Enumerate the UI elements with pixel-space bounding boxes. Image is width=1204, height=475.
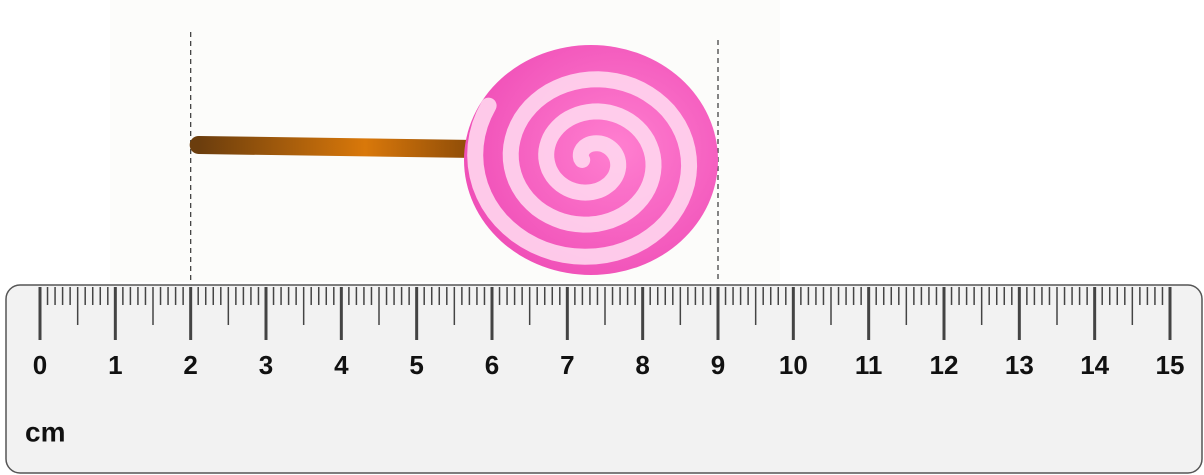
cm-label: 12 [930,350,959,380]
cm-label: 6 [485,350,499,380]
cm-label: 5 [409,350,423,380]
cm-label: 9 [711,350,725,380]
measurement-scene: 0123456789101112131415 cm [0,0,1204,475]
cm-label: 0 [33,350,47,380]
cm-label: 15 [1156,350,1185,380]
cm-label: 2 [183,350,197,380]
unit-label: cm [25,416,65,447]
cm-label: 7 [560,350,574,380]
lollipop-stick [199,145,476,149]
cm-label: 3 [259,350,273,380]
cm-label: 10 [779,350,808,380]
cm-label: 13 [1005,350,1034,380]
cm-label: 4 [334,350,349,380]
cm-label: 11 [855,350,883,380]
cm-label: 1 [108,350,122,380]
cm-label: 14 [1080,350,1109,380]
cm-label: 8 [635,350,649,380]
